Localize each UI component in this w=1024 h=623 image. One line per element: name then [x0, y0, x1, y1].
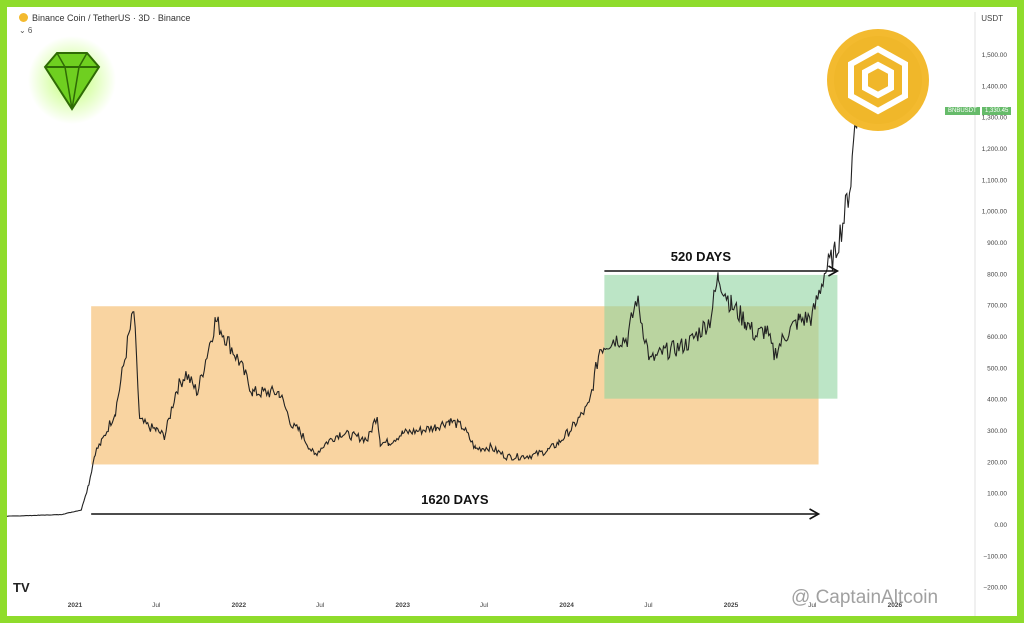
last-price-tag: 1,330.45: [982, 107, 1012, 115]
x-tick-label: 2022: [232, 602, 247, 609]
watermark: @ CaptainAltcoin: [791, 587, 939, 608]
y-tick-label: 800.00: [987, 271, 1007, 278]
y-tick-label: −100.00: [983, 553, 1007, 560]
y-tick-label: −200.00: [983, 585, 1007, 592]
y-tick-label: 1,200.00: [982, 146, 1008, 153]
y-tick-label: 0.00: [994, 522, 1007, 529]
y-tick-label: 1,300.00: [982, 115, 1008, 122]
y-tick-label: 200.00: [987, 459, 1007, 466]
duration-label-2: 520 DAYS: [671, 249, 732, 264]
x-tick-label: 2026: [888, 602, 903, 609]
price-chart[interactable]: 1620 DAYS 520 DAYS −200.00 −100.00 0.00 100.0…: [7, 7, 1017, 616]
chart-panel: 1620 DAYS 520 DAYS −200.00 −100.00 0.00 100.0…: [7, 7, 1017, 616]
x-tick-label: Jul: [480, 602, 489, 609]
price-series-line[interactable]: [7, 91, 860, 518]
bnb-small-icon: [19, 13, 28, 22]
y-tick-label: 600.00: [987, 334, 1007, 341]
duration-label-1: 1620 DAYS: [421, 492, 489, 507]
range-box-2: [604, 274, 838, 399]
symbol-tag: BNBUSDT: [945, 107, 980, 115]
y-tick-label: 1,000.00: [982, 209, 1008, 216]
y-tick-label: 1,100.00: [982, 177, 1008, 184]
x-tick-label: Jul: [152, 602, 161, 609]
y-tick-label: 900.00: [987, 240, 1007, 247]
tradingview-logo: TV: [13, 580, 30, 595]
x-tick-label: 2021: [68, 602, 83, 609]
bnb-logo-icon: [827, 29, 929, 131]
x-tick-label: Jul: [316, 602, 325, 609]
y-tick-label: 500.00: [987, 365, 1007, 372]
y-tick-label: 700.00: [987, 303, 1007, 310]
indicator-toggle[interactable]: ⌄ 6: [19, 26, 33, 35]
y-tick-label: 100.00: [987, 491, 1007, 498]
arrow-head-2: [828, 265, 840, 277]
currency-label[interactable]: USDT: [981, 14, 1003, 23]
y-tick-label: 300.00: [987, 428, 1007, 435]
x-tick-label: Jul: [644, 602, 653, 609]
chart-title: Binance Coin / TetherUS · 3D · Binance: [19, 13, 190, 23]
x-tick-label: Jul: [808, 602, 817, 609]
x-tick-label: 2024: [559, 602, 574, 609]
y-tick-label: 1,400.00: [982, 83, 1008, 90]
y-tick-label: 1,500.00: [982, 52, 1008, 59]
x-tick-label: 2025: [724, 602, 739, 609]
y-tick-label: 400.00: [987, 397, 1007, 404]
x-tick-label: 2023: [396, 602, 411, 609]
chart-title-text: Binance Coin / TetherUS · 3D · Binance: [32, 13, 191, 23]
arrow-head-1: [809, 508, 821, 520]
green-gem-icon: [27, 35, 117, 125]
